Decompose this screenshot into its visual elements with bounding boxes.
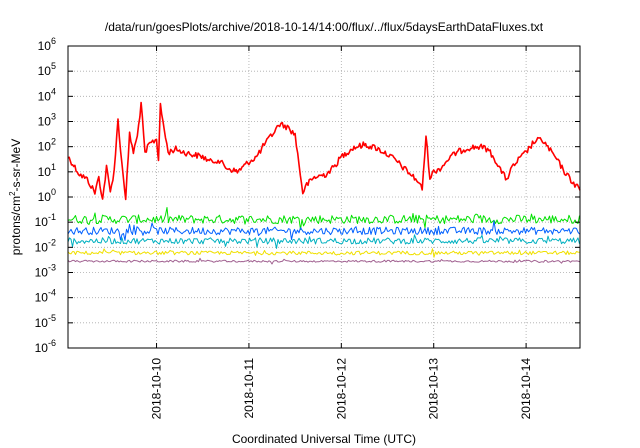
y-tick-label: 10-2 (35, 237, 56, 254)
y-tick-label: 10-3 (35, 263, 56, 280)
y-tick-label: 101 (38, 162, 56, 179)
chart-title: /data/run/goesPlots/archive/2018-10-14/1… (105, 20, 544, 34)
y-axis-title-part: -s-sr-MeV (9, 139, 23, 192)
x-tick-label: 2018-10-11 (242, 358, 256, 419)
y-tick-label: 10-6 (35, 338, 56, 355)
series-line-5 (67, 257, 580, 265)
x-tick-label: 2018-10-14 (519, 358, 533, 420)
series-layer (67, 101, 581, 265)
y-axis-title-part: protons/cm (9, 196, 23, 255)
x-tick-label: 2018-10-12 (334, 358, 348, 420)
y-tick-label: 105 (38, 61, 56, 78)
y-axis-title: protons/cm2-s-sr-MeV (8, 139, 23, 255)
x-tick-label: 2018-10-10 (150, 358, 164, 420)
y-axis-title-sup: 2 (8, 191, 17, 196)
ticks-layer: 10-6 10-5 10-4 10-3 10-2 10-1 100 101 102 103 104 1… (35, 36, 580, 419)
x-tick-label: 2018-10-13 (427, 358, 441, 420)
y-tick-label: 102 (38, 137, 56, 154)
y-tick-label: 10-1 (35, 212, 56, 229)
series-line-2 (67, 220, 580, 241)
y-tick-label: 106 (38, 36, 56, 53)
y-tick-label: 103 (38, 112, 56, 129)
x-axis-title: Coordinated Universal Time (UTC) (232, 432, 416, 446)
y-tick-label: 10-4 (35, 288, 56, 305)
series-line-3 (67, 234, 580, 249)
series-line-0 (67, 101, 581, 201)
y-tick-label: 100 (38, 187, 56, 204)
y-tick-label: 10-5 (35, 313, 56, 330)
y-tick-label: 104 (38, 86, 56, 103)
series-line-4 (67, 248, 580, 258)
